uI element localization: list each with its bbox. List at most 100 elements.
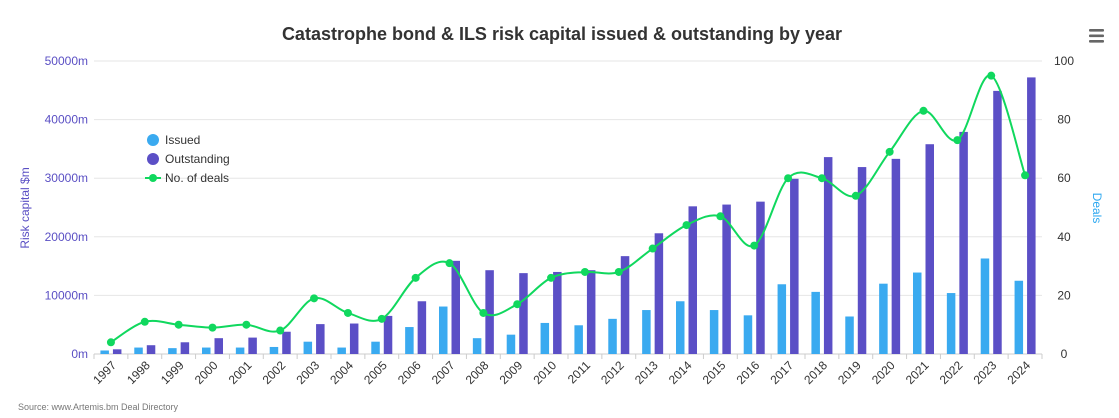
x-tick-label: 2012 xyxy=(598,358,627,387)
deals-point-2006[interactable] xyxy=(411,273,420,282)
bar-issued-2003[interactable] xyxy=(303,341,313,354)
bar-outstanding-2000[interactable] xyxy=(214,338,224,354)
deals-point-2010[interactable] xyxy=(547,273,556,282)
legend-item-issued[interactable]: Issued xyxy=(147,133,200,147)
bar-outstanding-1999[interactable] xyxy=(180,342,190,354)
deals-point-2007[interactable] xyxy=(445,259,454,268)
bar-outstanding-2024[interactable] xyxy=(1027,77,1036,355)
bar-outstanding-2003[interactable] xyxy=(316,324,325,354)
bar-issued-2019[interactable] xyxy=(845,316,854,354)
bar-issued-2004[interactable] xyxy=(337,347,346,354)
bar-outstanding-2008[interactable] xyxy=(485,270,494,354)
bar-outstanding-2014[interactable] xyxy=(688,206,698,354)
bar-issued-2000[interactable] xyxy=(202,347,211,354)
x-tick-label: 2019 xyxy=(835,358,864,387)
deals-point-2009[interactable] xyxy=(513,300,522,309)
bar-outstanding-2021[interactable] xyxy=(925,144,935,354)
bar-outstanding-2011[interactable] xyxy=(586,270,596,354)
bar-outstanding-2002[interactable] xyxy=(282,331,291,354)
deals-point-2002[interactable] xyxy=(276,326,285,335)
hamburger-menu-icon[interactable] xyxy=(1084,24,1108,44)
x-tick-label: 2015 xyxy=(700,358,729,387)
bar-outstanding-2019[interactable] xyxy=(857,167,867,354)
deals-point-2018[interactable] xyxy=(817,174,826,183)
bar-issued-1997[interactable] xyxy=(100,350,109,354)
left-tick-label: 10000m xyxy=(45,288,88,302)
bar-outstanding-2007[interactable] xyxy=(451,260,461,354)
bar-outstanding-2005[interactable] xyxy=(383,315,393,354)
deals-point-2023[interactable] xyxy=(987,71,996,80)
x-tick-label: 2000 xyxy=(192,358,221,387)
bar-outstanding-2013[interactable] xyxy=(654,233,664,354)
bar-issued-2014[interactable] xyxy=(676,301,685,354)
deals-point-1998[interactable] xyxy=(140,317,149,326)
deals-point-2004[interactable] xyxy=(343,308,352,317)
left-axis-label: Risk capital $m xyxy=(18,167,32,248)
bar-issued-2002[interactable] xyxy=(269,346,279,354)
deals-point-1997[interactable] xyxy=(106,338,115,347)
bar-issued-2015[interactable] xyxy=(709,310,719,354)
bar-issued-2007[interactable] xyxy=(439,306,448,354)
bar-issued-2021[interactable] xyxy=(913,272,922,354)
deals-point-2005[interactable] xyxy=(377,314,386,323)
deals-point-2014[interactable] xyxy=(682,221,691,230)
bar-issued-2011[interactable] xyxy=(574,325,583,354)
deals-point-2012[interactable] xyxy=(614,267,623,276)
left-tick-label: 30000m xyxy=(45,171,88,185)
bar-issued-2006[interactable] xyxy=(405,327,414,354)
bar-issued-1998[interactable] xyxy=(134,347,143,354)
bar-issued-2008[interactable] xyxy=(472,338,482,354)
legend-item-no-of-deals[interactable]: No. of deals xyxy=(145,171,229,185)
left-tick-label: 50000m xyxy=(45,54,88,68)
bar-issued-2001[interactable] xyxy=(235,347,245,354)
legend-item-outstanding[interactable]: Outstanding xyxy=(147,152,230,166)
bar-issued-2017[interactable] xyxy=(777,284,787,354)
deals-point-2013[interactable] xyxy=(648,244,657,253)
bar-outstanding-2016[interactable] xyxy=(756,201,765,354)
bar-outstanding-2009[interactable] xyxy=(519,273,528,354)
bar-outstanding-2017[interactable] xyxy=(790,178,799,354)
deals-point-2022[interactable] xyxy=(953,136,962,145)
bar-issued-2022[interactable] xyxy=(946,293,956,354)
bar-outstanding-2010[interactable] xyxy=(553,271,562,354)
deals-point-2003[interactable] xyxy=(310,294,319,303)
deals-point-2001[interactable] xyxy=(242,320,251,329)
deals-point-1999[interactable] xyxy=(174,320,183,329)
bar-issued-2009[interactable] xyxy=(506,334,516,354)
bar-issued-2020[interactable] xyxy=(879,283,888,354)
bar-issued-2024[interactable] xyxy=(1014,280,1024,354)
bar-outstanding-1998[interactable] xyxy=(146,345,156,354)
bar-outstanding-2020[interactable] xyxy=(891,158,901,354)
bar-issued-2016[interactable] xyxy=(743,315,753,354)
deals-point-2021[interactable] xyxy=(919,106,928,115)
bar-issued-2023[interactable] xyxy=(980,258,990,354)
deals-point-2024[interactable] xyxy=(1021,171,1030,180)
bar-outstanding-2018[interactable] xyxy=(823,157,833,354)
bar-issued-2013[interactable] xyxy=(642,310,651,354)
deals-point-2008[interactable] xyxy=(479,308,488,317)
bar-issued-2005[interactable] xyxy=(371,341,380,354)
bar-outstanding-2004[interactable] xyxy=(349,323,359,354)
bar-outstanding-2022[interactable] xyxy=(959,131,968,354)
bar-outstanding-2012[interactable] xyxy=(620,256,630,354)
deals-point-2020[interactable] xyxy=(885,147,894,156)
x-tick-label: 2010 xyxy=(530,358,559,387)
bar-issued-2012[interactable] xyxy=(608,318,617,354)
deals-point-2017[interactable] xyxy=(784,174,793,183)
bar-issued-2018[interactable] xyxy=(811,291,820,354)
bar-outstanding-2023[interactable] xyxy=(993,90,1002,355)
deals-point-2015[interactable] xyxy=(716,212,725,221)
legend-label: Outstanding xyxy=(165,152,230,166)
bar-issued-1999[interactable] xyxy=(168,348,177,354)
bar-outstanding-2001[interactable] xyxy=(248,337,257,354)
deals-point-2000[interactable] xyxy=(208,323,217,332)
deals-point-2011[interactable] xyxy=(580,267,589,276)
bar-outstanding-2006[interactable] xyxy=(417,301,427,354)
right-tick-label: 40 xyxy=(1057,230,1071,244)
bar-outstanding-2015[interactable] xyxy=(722,204,731,354)
deals-point-2019[interactable] xyxy=(851,191,860,200)
bar-issued-2010[interactable] xyxy=(540,322,550,354)
bar-outstanding-1997[interactable] xyxy=(112,349,122,354)
deals-point-2016[interactable] xyxy=(750,241,759,250)
